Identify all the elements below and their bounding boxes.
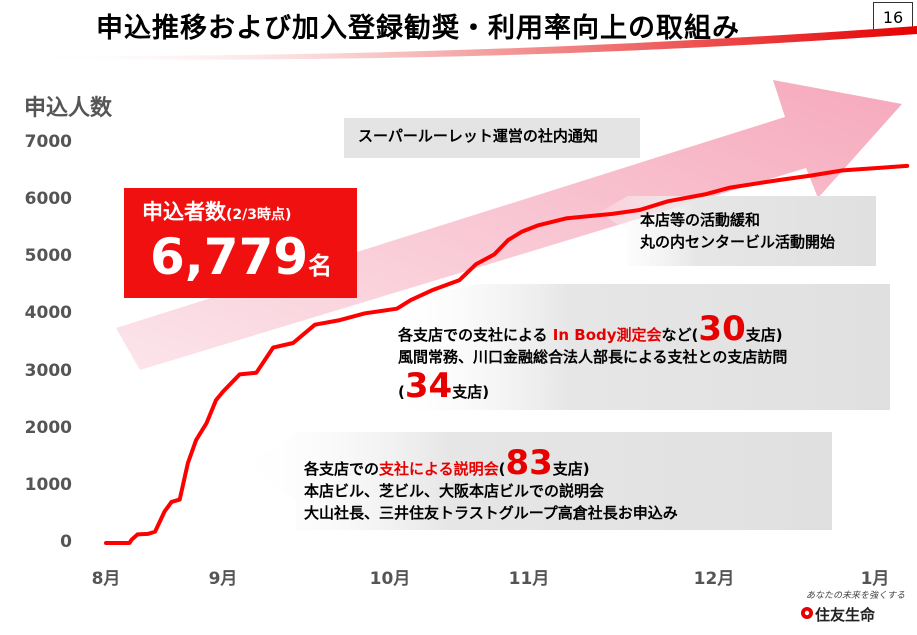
total-number: 6,779 bbox=[150, 228, 309, 286]
total-label-text: 申込者数 bbox=[142, 200, 226, 224]
callout-backgrounds bbox=[246, 118, 890, 530]
y-tick-label: 7000 bbox=[24, 132, 72, 152]
x-tick-label: 12月 bbox=[693, 569, 735, 589]
callout-honten-line1: 本店等の活動緩和 bbox=[640, 211, 761, 229]
callout-setsumei-line2: 本店ビル、芝ビル、大阪本店ビルでの説明会 bbox=[304, 481, 605, 500]
logo-tagline: あなたの未来を強くする bbox=[806, 591, 906, 601]
inbody-post: 支店) bbox=[745, 326, 783, 344]
callout-honten-line2: 丸の内センタービル活動開始 bbox=[640, 232, 836, 251]
callout-inbody-line2: 風間常務、川口金融総合法人部長による支社との支店訪問 bbox=[398, 347, 788, 366]
inbody-count: 30 bbox=[698, 309, 746, 349]
company-logo-icon bbox=[801, 607, 813, 619]
visit-post: 支店) bbox=[452, 382, 490, 401]
callout-bg-honten bbox=[600, 196, 876, 266]
y-tick-label: 5000 bbox=[24, 246, 72, 267]
setsumei-highlight: 支社による説明会 bbox=[379, 460, 499, 478]
callout-bg-roulette bbox=[344, 118, 640, 158]
x-tick-label: 9月 bbox=[208, 569, 238, 589]
total-label: 申込者数(2/3時点) bbox=[142, 196, 291, 226]
total-applicants-box: 申込者数(2/3時点) 6,779名 bbox=[124, 188, 357, 298]
callout-roulette: スーパールーレット運営の社内通知 bbox=[358, 126, 598, 148]
x-tick-label: 10月 bbox=[369, 569, 411, 589]
callout-setsumei: 各支店での支社による説明会(83支店) 本店ビル、芝ビル、大阪本店ビルでの説明会… bbox=[304, 446, 678, 524]
y-tick-label: 0 bbox=[60, 532, 72, 552]
applicants-series-line bbox=[104, 163, 910, 545]
callout-inbody: 各支店での支社による In Body測定会など(30支店) 風間常務、川口金融総… bbox=[398, 312, 787, 403]
total-as-of: (2/3時点) bbox=[226, 207, 292, 223]
callout-inbody-line1: 各支店での支社による In Body測定会など(30支店) bbox=[398, 312, 787, 347]
callout-setsumei-line1: 各支店での支社による説明会(83支店) bbox=[304, 446, 678, 481]
y-tick-label: 2000 bbox=[24, 417, 72, 438]
y-tick-label: 6000 bbox=[24, 189, 72, 210]
visit-count: 34 bbox=[404, 365, 453, 406]
callout-bg-inbody bbox=[396, 284, 890, 410]
y-axis-label: 申込人数 bbox=[24, 96, 113, 121]
company-logo-name: 住友生命 bbox=[815, 606, 876, 624]
setsumei-count: 83 bbox=[505, 443, 553, 483]
x-tick-label: 1月 bbox=[860, 569, 890, 589]
x-tick-label: 8月 bbox=[91, 569, 121, 589]
visit-pre: ( bbox=[398, 382, 405, 401]
x-tick-label: 11月 bbox=[508, 569, 550, 589]
total-value: 6,779名 bbox=[150, 228, 332, 286]
y-tick-label: 1000 bbox=[24, 474, 72, 495]
setsumei-pre: 各支店での bbox=[304, 460, 380, 478]
callout-honten: 本店等の活動緩和 丸の内センタービル活動開始 bbox=[640, 210, 835, 254]
y-tick-label: 4000 bbox=[24, 303, 72, 324]
setsumei-post: 支店) bbox=[552, 460, 590, 478]
title-swoosh bbox=[20, 26, 917, 60]
callout-bg-setsumei bbox=[246, 432, 832, 530]
inbody-mid: など( bbox=[661, 326, 699, 344]
setsumei-mid: ( bbox=[498, 460, 506, 478]
inbody-pre: 各支店での支社による bbox=[398, 326, 548, 344]
y-tick-label: 3000 bbox=[24, 360, 72, 381]
inbody-highlight: In Body測定会 bbox=[552, 326, 662, 344]
callout-inbody-line3: (34支店) bbox=[398, 369, 787, 404]
chart-line-group bbox=[104, 163, 910, 545]
slide-title: 申込推移および加入登録勧奨・利用率向上の取組み bbox=[96, 13, 740, 44]
callout-roulette-text: スーパールーレット運営の社内通知 bbox=[358, 127, 598, 145]
total-unit: 名 bbox=[308, 252, 333, 280]
callout-setsumei-line3: 大山社長、三井住友トラストグループ高倉社長お申込み bbox=[304, 503, 678, 522]
